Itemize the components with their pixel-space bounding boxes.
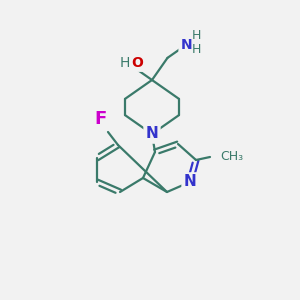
Text: N: N bbox=[181, 38, 192, 52]
Text: H: H bbox=[192, 29, 201, 42]
Text: H: H bbox=[120, 56, 130, 70]
Text: N: N bbox=[184, 175, 196, 190]
Text: O: O bbox=[131, 56, 143, 70]
Text: F: F bbox=[95, 110, 107, 128]
Text: CH₃: CH₃ bbox=[220, 149, 243, 163]
Text: N: N bbox=[146, 127, 158, 142]
Text: H: H bbox=[192, 43, 201, 56]
